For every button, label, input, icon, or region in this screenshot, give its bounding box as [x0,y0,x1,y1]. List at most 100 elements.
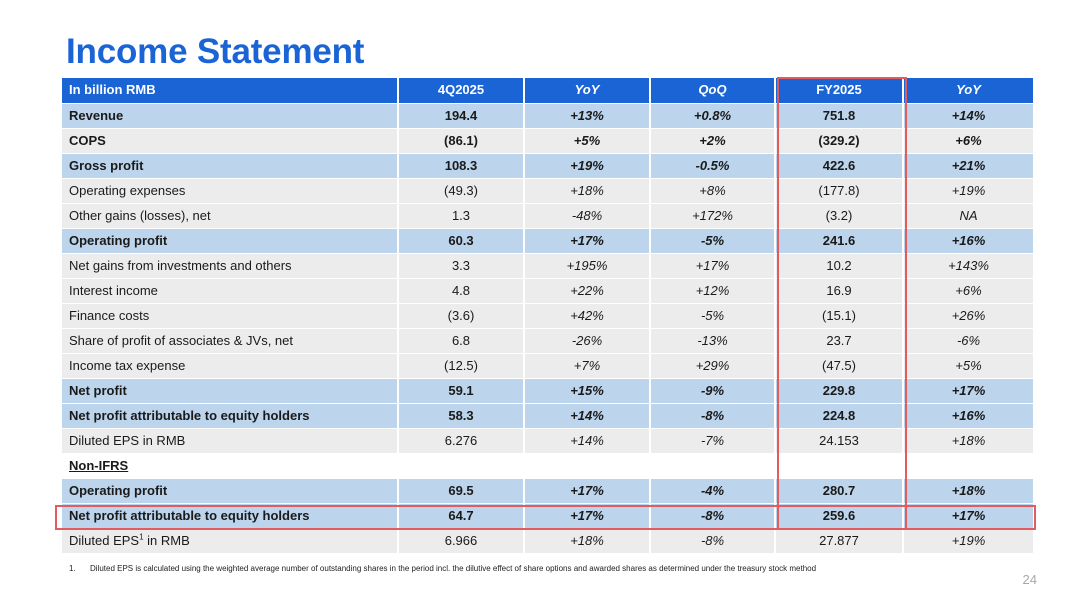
section-header-row: Non-IFRS [62,453,1033,479]
value-fy2025-cell: 259.6 [775,503,904,529]
value-fy2025-cell: (15.1) [775,303,904,329]
yoy-year-cell: +19% [903,178,1033,204]
table-row: Diluted EPS1 in RMB 6.966 +18% -8% 27.877 +19… [62,528,1033,554]
row-label-text: Non-IFRS [69,457,129,473]
yoy-year-cell: +14% [903,103,1033,129]
value-4q2025-cell: 3.3 [398,253,525,279]
value-4q2025-cell: 6.966 [398,528,525,554]
value-4q2025-cell: 6.8 [398,328,525,354]
row-label-cell: Revenue [62,103,399,129]
yoy-year-cell: +17% [903,503,1033,529]
yoy-year-cell: +143% [903,253,1033,279]
value-fy2025-cell: 241.6 [775,228,904,254]
qoq-cell: +8% [650,178,776,204]
yoy-year-cell: +18% [903,428,1033,454]
row-label-text: Operating profit [69,232,168,248]
row-label-text: Diluted EPS in RMB [69,432,186,448]
value-4q2025-cell: (49.3) [398,178,525,204]
value-4q2025-cell: (12.5) [398,353,525,379]
qoq-cell: -7% [650,428,776,454]
value-4q2025-cell: 69.5 [398,478,525,504]
value-4q2025-cell: 59.1 [398,378,525,404]
qoq-cell: +29% [650,353,776,379]
value-4q2025-cell: (3.6) [398,303,525,329]
row-label-cell: Net profit attributable to equity holder… [62,503,399,529]
qoq-cell: -13% [650,328,776,354]
yoy-year-cell: +5% [903,353,1033,379]
yoy-year-cell [903,453,1033,479]
value-fy2025-cell: 24.153 [775,428,904,454]
value-fy2025-cell: (47.5) [775,353,904,379]
row-label-cell: Gross profit [62,153,399,179]
yoy-year-cell: +16% [903,403,1033,429]
table-row: Net profit attributable to equity holder… [62,503,1033,529]
yoy-year-cell: NA [903,203,1033,229]
value-4q2025-cell: 194.4 [398,103,525,129]
footnote-text: Diluted EPS is calculated using the weig… [90,564,817,573]
qoq-cell: +172% [650,203,776,229]
yoy-quarter-cell: +19% [524,153,651,179]
row-label-cell: Diluted EPS1 in RMB [62,528,399,554]
income-statement-table: In billion RMB 4Q2025 YoY QoQ FY2025 YoY… [62,78,1033,554]
table-row: Interest income 4.8 +22% +12% 16.9 +6% [62,278,1033,304]
page-number: 24 [1022,572,1037,587]
qoq-cell: +0.8% [650,103,776,129]
table-row: Other gains (losses), net 1.3 -48% +172% (3.… [62,203,1033,229]
yoy-year-cell: +19% [903,528,1033,554]
qoq-cell: -8% [650,503,776,529]
yoy-year-cell: +18% [903,478,1033,504]
qoq-cell: -5% [650,228,776,254]
yoy-year-cell: +17% [903,378,1033,404]
value-fy2025-cell: 16.9 [775,278,904,304]
qoq-cell: -9% [650,378,776,404]
row-label-cell: Non-IFRS [62,453,399,479]
qoq-cell: -8% [650,528,776,554]
row-label-text: Net profit [69,382,127,398]
yoy-quarter-cell: +195% [524,253,651,279]
yoy-year-cell: +6% [903,278,1033,304]
table-row: Gross profit 108.3 +19% -0.5% 422.6 +21% [62,153,1033,179]
table-row: Operating profit 60.3 +17% -5% 241.6 +16% [62,228,1033,254]
row-label-text: Operating expenses [69,182,186,198]
footnote-ref: 1 [139,532,144,542]
yoy-quarter-cell: -26% [524,328,651,354]
value-4q2025-cell: 108.3 [398,153,525,179]
row-label-text: Interest income [69,282,158,298]
header-4q2025: 4Q2025 [398,78,525,104]
value-4q2025-cell: (86.1) [398,128,525,154]
yoy-quarter-cell: -48% [524,203,651,229]
row-label-cell: Diluted EPS in RMB [62,428,399,454]
header-yoy-year: YoY [903,78,1033,104]
row-label-cell: Net profit [62,378,399,404]
table-header-row: In billion RMB 4Q2025 YoY QoQ FY2025 YoY [62,78,1033,104]
yoy-quarter-cell [524,453,651,479]
yoy-quarter-cell: +13% [524,103,651,129]
table-row: Income tax expense (12.5) +7% +29% (47.5) +5% [62,353,1033,379]
yoy-quarter-cell: +14% [524,403,651,429]
row-label-cell: Operating profit [62,478,399,504]
value-fy2025-cell: 422.6 [775,153,904,179]
qoq-cell: +2% [650,128,776,154]
header-qoq: QoQ [650,78,776,104]
row-label-text: Operating profit [69,482,168,498]
value-4q2025-cell: 58.3 [398,403,525,429]
table-row: Net profit attributable to equity holder… [62,403,1033,429]
footnote: 1. Diluted EPS is calculated using the we… [69,564,816,573]
row-label-cell: COPS [62,128,399,154]
row-label-cell: Finance costs [62,303,399,329]
table-row: Finance costs (3.6) +42% -5% (15.1) +26% [62,303,1033,329]
row-label-suffix: in RMB [143,532,190,548]
value-4q2025-cell [398,453,525,479]
value-4q2025-cell: 1.3 [398,203,525,229]
yoy-quarter-cell: +22% [524,278,651,304]
yoy-quarter-cell: +17% [524,228,651,254]
row-label-text: Gross profit [69,157,144,173]
row-label-text: Finance costs [69,307,150,323]
qoq-cell [650,453,776,479]
row-label-text: Income tax expense [69,357,186,373]
table-row: Net profit 59.1 +15% -9% 229.8 +17% [62,378,1033,404]
page-title: Income Statement [66,32,365,71]
row-label-cell: Other gains (losses), net [62,203,399,229]
value-fy2025-cell [775,453,904,479]
row-label-cell: Income tax expense [62,353,399,379]
